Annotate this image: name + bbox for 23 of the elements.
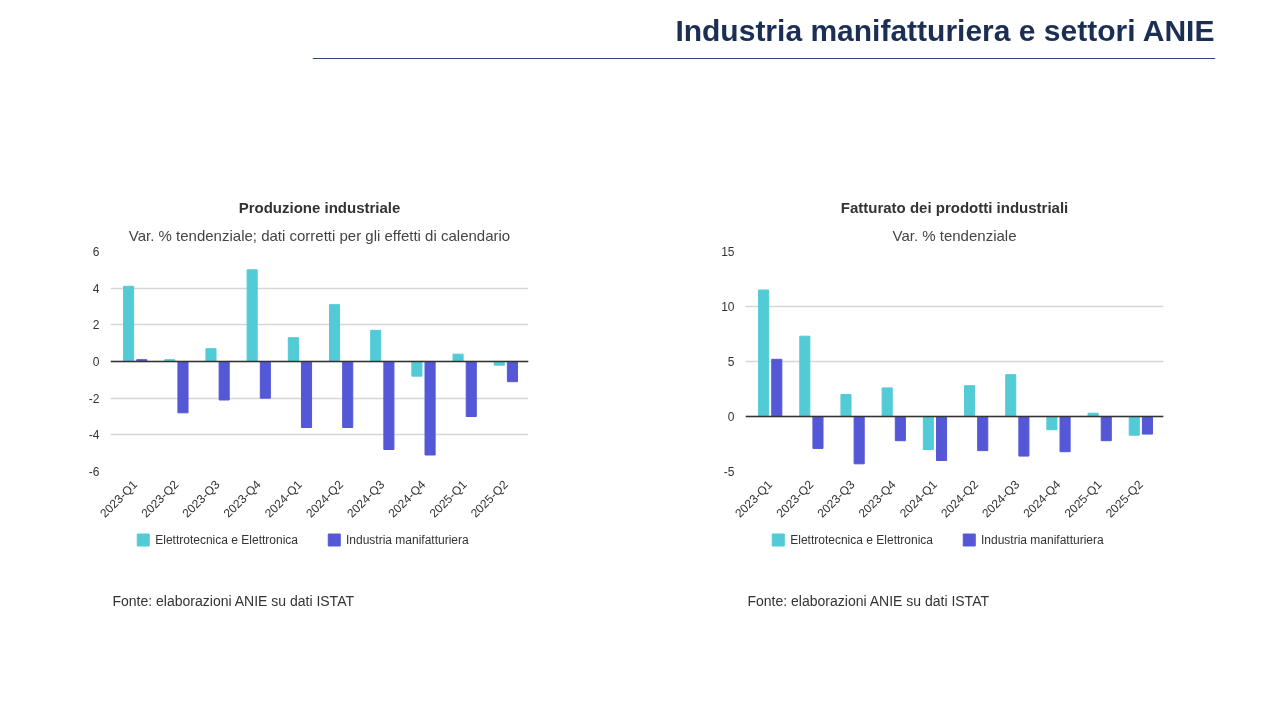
y-tick-label: 0 bbox=[92, 355, 100, 369]
source-note: Fonte: elaborazioni ANIE su dati ISTAT bbox=[747, 592, 990, 609]
y-tick-label: -5 bbox=[723, 465, 735, 479]
y-tick-label: 6 bbox=[92, 245, 100, 259]
legend-label: Elettrotecnica e Elettronica bbox=[155, 532, 298, 547]
legend-label: Industria manifatturiera bbox=[345, 532, 469, 547]
chart-subtitle: Var. % tendenziale; dati corretti per gli effetti di calendario bbox=[128, 226, 511, 244]
chart-title: Fatturato dei prodotti industriali bbox=[840, 198, 1069, 216]
y-tick-label: 0 bbox=[727, 410, 735, 424]
source-note: Fonte: elaborazioni ANIE su dati ISTAT bbox=[112, 592, 355, 609]
y-tick-label: 5 bbox=[727, 355, 735, 369]
y-tick-label: -2 bbox=[88, 391, 100, 406]
y-tick-label: 4 bbox=[92, 281, 100, 296]
y-tick-label: 2 bbox=[92, 318, 100, 333]
legend-label: Industria manifatturiera bbox=[980, 532, 1104, 547]
y-tick-label: 15 bbox=[721, 245, 735, 259]
y-tick-label: -6 bbox=[88, 465, 100, 479]
chart-title: Produzione industriale bbox=[238, 198, 401, 216]
legend-label: Elettrotecnica e Elettronica bbox=[790, 532, 933, 547]
y-tick-label: 10 bbox=[721, 300, 735, 314]
y-tick-label: -4 bbox=[88, 428, 100, 443]
chart-subtitle: Var. % tendenziale bbox=[892, 226, 1017, 244]
text: Industria manifatturiera e settori ANIE bbox=[675, 13, 1215, 47]
